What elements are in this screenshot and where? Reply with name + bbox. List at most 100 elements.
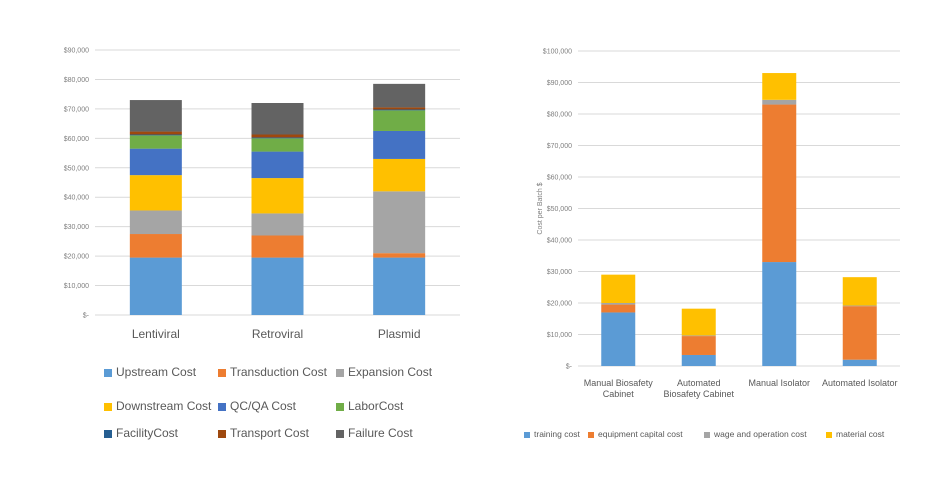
y-tick-label: $60,000 [64, 136, 89, 143]
y-tick-label: $30,000 [64, 224, 89, 231]
legend-label-expansion-cost: Expansion Cost [348, 365, 433, 379]
bar-segment-transport-cost [251, 134, 304, 138]
bar-segment-laborcost [129, 135, 182, 149]
bar-segment-training-cost [681, 354, 716, 366]
bar-segment-upstream-cost [129, 257, 182, 315]
chart-cost-by-equipment: $- $10,000 $20,000 $30,000 $40,000 $50,000 $60… [524, 49, 900, 439]
legend-swatch-downstream-cost [104, 403, 112, 411]
y-tick-label: $40,000 [547, 238, 572, 245]
legend-label-material-cost: material cost [836, 429, 885, 439]
bar-segment-expansion-cost [129, 210, 182, 235]
bar-segment-equipment-capital-cost [681, 336, 716, 355]
y-tick-label: $10,000 [64, 283, 89, 290]
bar-segment-qc-qa-cost [251, 151, 304, 179]
legend-swatch-expansion-cost [336, 369, 344, 377]
y-tick-label: $70,000 [547, 143, 572, 150]
x-category-label: Retroviral [252, 327, 303, 341]
legend-swatch-equipment-capital-cost [588, 432, 594, 438]
legend-label-laborcost: LaborCost [348, 399, 404, 413]
bar-segment-training-cost [842, 359, 877, 366]
legend-label-equipment-capital-cost: equipment capital cost [598, 429, 683, 439]
y-tick-label: $90,000 [547, 80, 572, 87]
y-tick-label: $80,000 [547, 112, 572, 119]
y-tick-label: $90,000 [64, 48, 89, 55]
bar-segment-transport-cost [129, 131, 182, 135]
bar-segment-wage-and-operation-cost [601, 303, 636, 305]
bar-segment-upstream-cost [251, 257, 304, 315]
bar-segment-downstream-cost [129, 175, 182, 211]
legend-swatch-qc-qa-cost [218, 403, 226, 411]
bar-segment-equipment-capital-cost [762, 104, 797, 263]
legend-label-transport-cost: Transport Cost [230, 426, 310, 440]
y-tick-label: $30,000 [547, 269, 572, 276]
bar-segment-facilitycost [373, 109, 426, 111]
bar-segment-training-cost [762, 262, 797, 366]
x-category-label: Cabinet [603, 389, 635, 399]
y-tick-label: $50,000 [547, 206, 572, 213]
legend-swatch-training-cost [524, 432, 530, 438]
y-tick-label: $60,000 [547, 175, 572, 182]
legend-label-facilitycost: FacilityCost [116, 426, 179, 440]
bar-segment-facilitycost [251, 137, 304, 139]
bar-segment-material-cost [762, 73, 797, 100]
bar-segment-qc-qa-cost [129, 148, 182, 176]
legend-swatch-failure-cost [336, 430, 344, 438]
bar-segment-wage-and-operation-cost [842, 305, 877, 307]
legend-swatch-laborcost [336, 403, 344, 411]
bar-segment-wage-and-operation-cost [681, 335, 716, 337]
legend-label-failure-cost: Failure Cost [348, 426, 413, 440]
y-tick-label: $80,000 [64, 77, 89, 84]
legend-swatch-upstream-cost [104, 369, 112, 377]
x-category-label: Automated Isolator [822, 378, 898, 388]
bar-segment-failure-cost [129, 100, 182, 132]
bar-segment-upstream-cost [373, 257, 426, 315]
y-tick-label: $20,000 [64, 254, 89, 261]
legend-swatch-material-cost [826, 432, 832, 438]
legend-swatch-transduction-cost [218, 369, 226, 377]
x-category-label: Plasmid [378, 327, 421, 341]
x-category-label: Biosafety Cabinet [663, 389, 734, 399]
bar-segment-material-cost [681, 308, 716, 336]
bar-segment-transport-cost [373, 107, 426, 110]
legend-label-upstream-cost: Upstream Cost [116, 365, 197, 379]
chart-cost-by-vector: $- $10,000 $20,000 $30,000 $40,000 $50,000 $60… [64, 48, 460, 440]
y-tick-label: $100,000 [543, 49, 572, 56]
bar-segment-equipment-capital-cost [601, 304, 636, 313]
bar-segment-transduction-cost [373, 253, 426, 258]
y-tick-label: $40,000 [64, 195, 89, 202]
legend-label-transduction-cost: Transduction Cost [230, 365, 328, 379]
legend-label-qc-qa-cost: QC/QA Cost [230, 399, 297, 413]
bar-segment-transduction-cost [251, 235, 304, 258]
bar-segment-wage-and-operation-cost [762, 99, 797, 105]
bar-segment-laborcost [373, 110, 426, 131]
y-tick-label: $- [83, 313, 90, 320]
legend-swatch-transport-cost [218, 430, 226, 438]
y-axis-title: Cost per Batch $ [537, 182, 544, 234]
bar-segment-transduction-cost [129, 234, 182, 258]
legend-swatch-wage-and-operation-cost [704, 432, 710, 438]
legend-swatch-facilitycost [104, 430, 112, 438]
bar-segment-laborcost [251, 138, 304, 152]
x-category-label: Manual Biosafety [584, 378, 654, 388]
legend-label-wage-and-operation-cost: wage and operation cost [713, 429, 807, 439]
bar-segment-failure-cost [251, 103, 304, 135]
bar-segment-material-cost [842, 277, 877, 306]
y-tick-label: $20,000 [547, 301, 572, 308]
bar-segment-downstream-cost [373, 158, 426, 192]
bar-segment-material-cost [601, 274, 636, 303]
bar-segment-qc-qa-cost [373, 130, 426, 159]
x-category-label: Manual Isolator [748, 378, 810, 388]
y-tick-label: $50,000 [64, 165, 89, 172]
bar-segment-equipment-capital-cost [842, 306, 877, 360]
y-tick-label: $70,000 [64, 106, 89, 113]
x-category-label: Lentiviral [132, 327, 180, 341]
x-category-label: Automated [677, 378, 721, 388]
y-tick-label: $10,000 [547, 332, 572, 339]
bar-segment-downstream-cost [251, 178, 304, 214]
bar-segment-expansion-cost [251, 213, 304, 236]
bar-segment-facilitycost [129, 134, 182, 136]
bar-segment-training-cost [601, 312, 636, 366]
legend-label-downstream-cost: Downstream Cost [116, 399, 212, 413]
legend-label-training-cost: training cost [534, 429, 580, 439]
